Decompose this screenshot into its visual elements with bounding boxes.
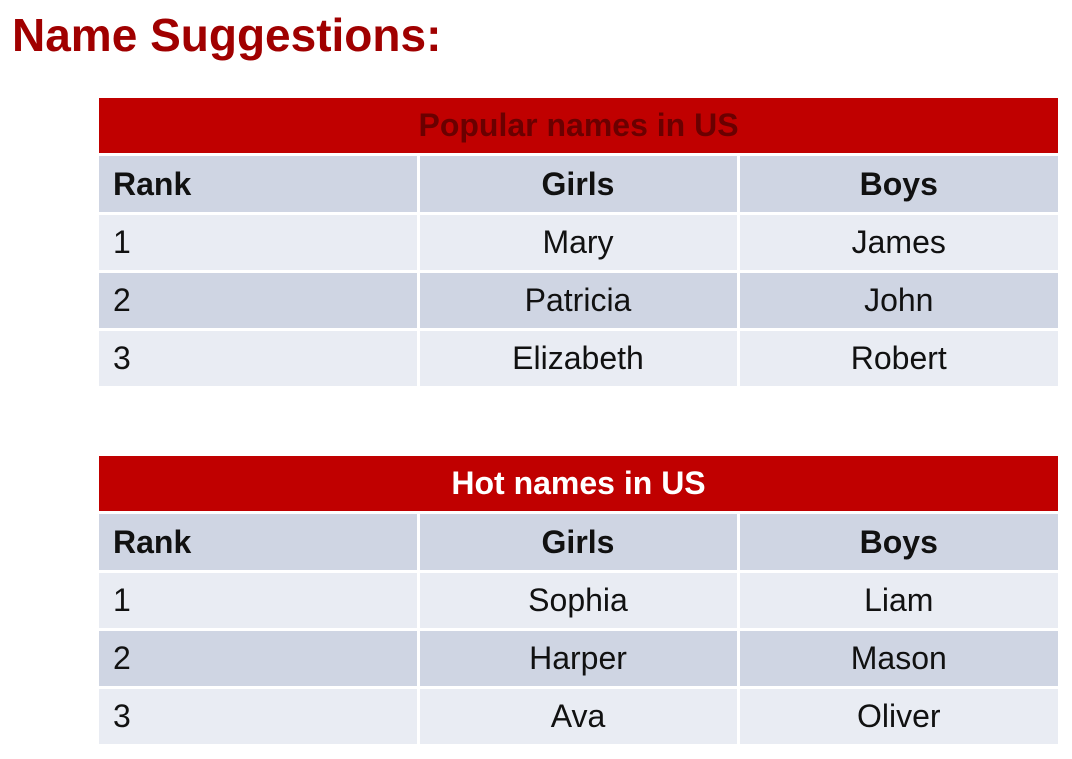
boys-column-header: Boys: [736, 154, 1059, 215]
girl-name-cell: Ava: [416, 687, 738, 744]
boy-name-cell: Liam: [736, 571, 1059, 631]
boy-name-cell: John: [736, 271, 1059, 331]
girl-name-cell: Mary: [416, 213, 738, 273]
table-row: 2 Harper Mason: [99, 629, 1059, 689]
rank-column-header: Rank: [99, 154, 418, 215]
rank-cell: 2: [99, 629, 418, 689]
table-row: 3 Ava Oliver: [99, 687, 1059, 744]
popular-names-table: Popular names in US Rank Girls Boys 1 Ma…: [99, 98, 1059, 386]
girls-column-header: Girls: [416, 154, 738, 215]
table-header-row: Rank Girls Boys: [99, 512, 1059, 573]
table-caption: Popular names in US: [99, 98, 1059, 156]
girl-name-cell: Elizabeth: [416, 329, 738, 386]
girl-name-cell: Patricia: [416, 271, 738, 331]
page-title: Name Suggestions:: [12, 9, 442, 61]
girls-column-header: Girls: [416, 512, 738, 573]
girl-name-cell: Sophia: [416, 571, 738, 631]
table-row: 1 Sophia Liam: [99, 571, 1059, 631]
table-caption: Hot names in US: [99, 456, 1059, 514]
hot-names-table: Hot names in US Rank Girls Boys 1 Sophia…: [99, 456, 1059, 744]
boy-name-cell: Oliver: [736, 687, 1059, 744]
rank-column-header: Rank: [99, 512, 418, 573]
rank-cell: 3: [99, 687, 418, 744]
table-caption-row: Popular names in US: [99, 98, 1059, 156]
boy-name-cell: James: [736, 213, 1059, 273]
table-caption-row: Hot names in US: [99, 456, 1059, 514]
boy-name-cell: Mason: [736, 629, 1059, 689]
girl-name-cell: Harper: [416, 629, 738, 689]
table-row: 1 Mary James: [99, 213, 1059, 273]
rank-cell: 3: [99, 329, 418, 386]
rank-cell: 1: [99, 571, 418, 631]
rank-cell: 2: [99, 271, 418, 331]
table-row: 3 Elizabeth Robert: [99, 329, 1059, 386]
table-row: 2 Patricia John: [99, 271, 1059, 331]
rank-cell: 1: [99, 213, 418, 273]
boys-column-header: Boys: [736, 512, 1059, 573]
boy-name-cell: Robert: [736, 329, 1059, 386]
table-header-row: Rank Girls Boys: [99, 154, 1059, 215]
